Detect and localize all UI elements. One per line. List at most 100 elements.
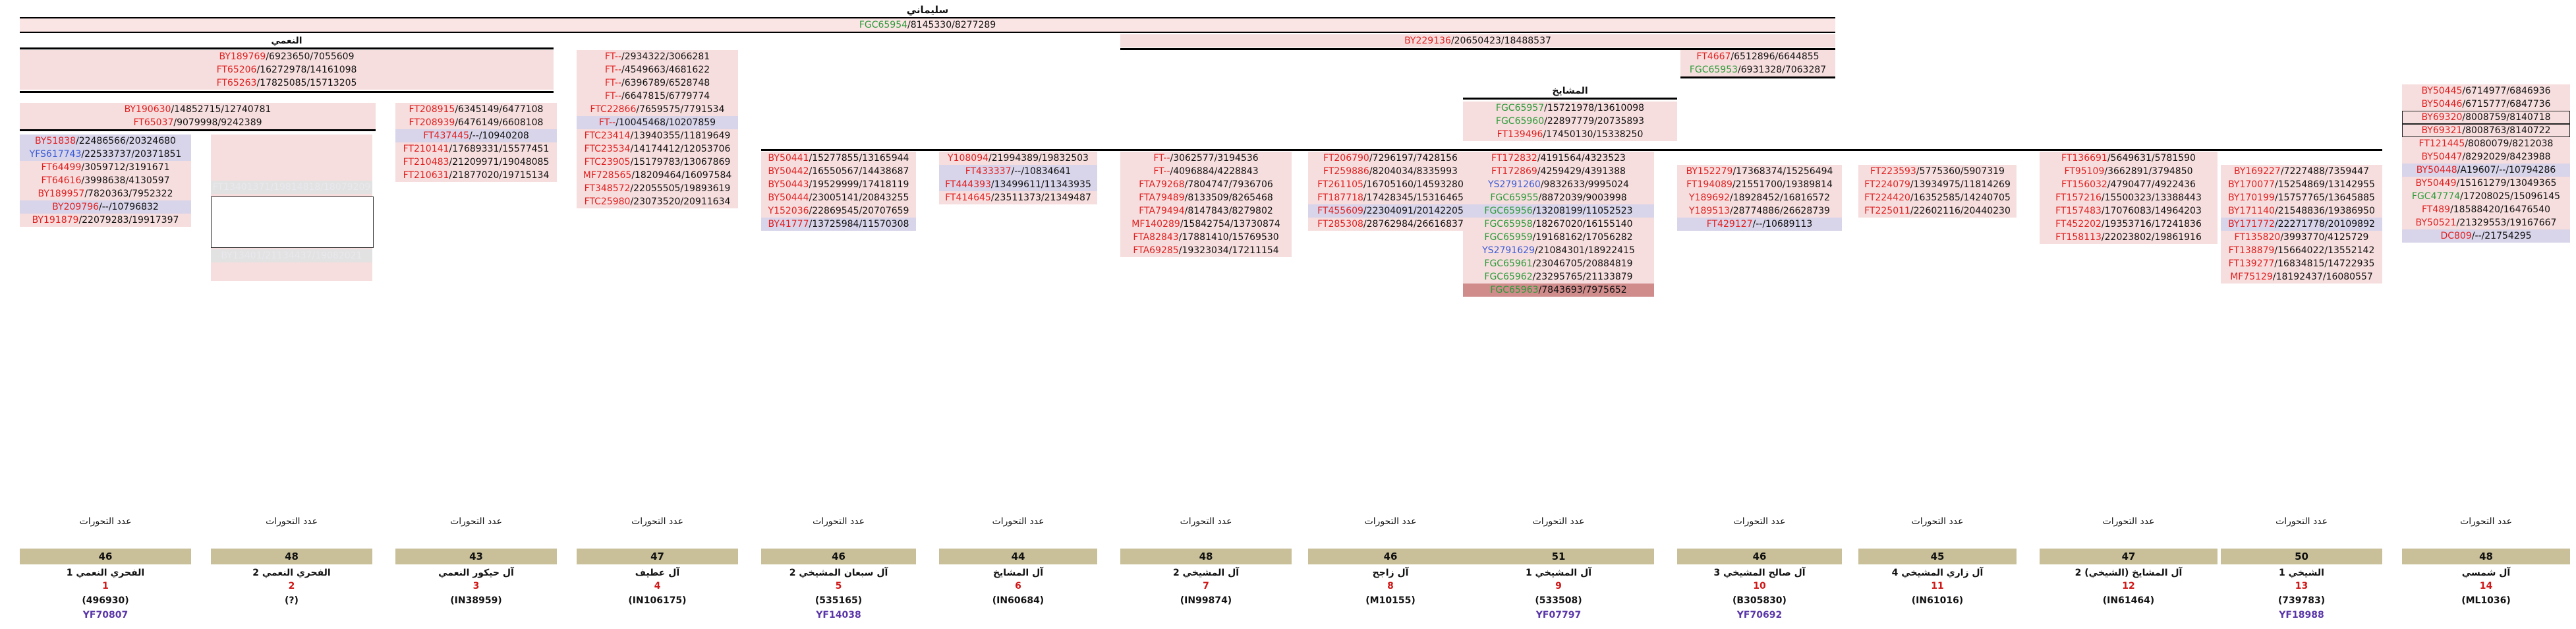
snp-positions: /23005141/20843255 — [809, 193, 909, 203]
snp-positions: /8204034/8335993 — [1369, 166, 1458, 177]
snp-positions: /13208199/11052523 — [1532, 206, 1633, 216]
snp-code: FT348572 — [584, 183, 631, 194]
snp-row: Y189513/28774886/26628739 — [1677, 204, 1842, 218]
snp-positions: /22869545/20707659 — [809, 206, 909, 216]
snp-row: FT139496/17450130/15338250 — [1463, 128, 1677, 141]
mutation-count-value: 46 — [1308, 549, 1473, 564]
snp-code: FT223593 — [1870, 166, 1916, 177]
group-number: 6 — [1015, 581, 1021, 591]
snp-code: FT139277 — [2228, 258, 2275, 269]
snp-positions: /21209971/19048085 — [449, 157, 550, 167]
snp-code: BY189957 — [38, 189, 85, 199]
snp-positions: /13940355/11819649 — [630, 131, 731, 141]
snp-row: FT135820/3993770/4125729 — [2221, 231, 2382, 244]
snp-row: FT210483/21209971/19048085 — [395, 156, 557, 169]
snp-code: Y152036 — [768, 206, 809, 216]
mutation-count-value: 46 — [1677, 549, 1842, 564]
snp-positions: /8008759/8140718 — [2462, 112, 2551, 123]
snp-row: YFS617743/22533737/20371851 — [20, 148, 191, 161]
snp-row: FT259886/8204034/8335993 — [1308, 165, 1473, 178]
snp-positions: /28774886/26628739 — [1730, 206, 1830, 216]
mutation-count-value: 46 — [20, 549, 191, 564]
group-kit-code: (M10155) — [1365, 595, 1416, 606]
snp-code: FT210631 — [403, 170, 449, 181]
snp-code: FT489 — [2421, 204, 2451, 215]
group-number: 2 — [288, 581, 295, 591]
snp-code: FTA79489 — [1139, 193, 1185, 203]
snp-code: FT65263 — [216, 78, 257, 88]
snp-row: FT--/2934322/3066281 — [577, 50, 738, 63]
mutation-count-label: عدد التحورات — [631, 516, 683, 527]
group-number: 12 — [2122, 581, 2135, 591]
snp-code: FT138879 — [2228, 245, 2275, 256]
snp-code: BY152279 — [1686, 166, 1733, 177]
snp-positions: /22023802/19861916 — [2101, 232, 2202, 243]
group-name: الفحري النعمي 2 — [252, 568, 331, 578]
snp-row: FTA79489/8133509/8265468 — [1120, 191, 1292, 204]
snp-positions: /22533737/20371851 — [81, 149, 182, 160]
snp-row: FT139277/16834815/14722935 — [2221, 257, 2382, 270]
snp-row: Y152036/22869545/20707659 — [761, 204, 916, 218]
snp-code: Y189513 — [1689, 206, 1731, 216]
snp-positions: /16272978/14161098 — [256, 65, 357, 75]
group-number: 13 — [2295, 581, 2308, 591]
group-number: 1 — [102, 581, 109, 591]
column-6: Y108094/21994389/19832503 FT433337/--/108… — [939, 152, 1097, 204]
snp-code: FTC22866 — [590, 104, 637, 115]
group-number: 4 — [654, 581, 661, 591]
snp-positions: /13934975/11814269 — [1910, 179, 2011, 190]
snp-code: YFS617743 — [29, 149, 82, 160]
snp-row: FGC65961/23046705/20884819 — [1463, 257, 1654, 270]
snp-row: BY50442/16550567/14438687 — [761, 165, 916, 178]
group-kit-code: (533508) — [1535, 595, 1582, 606]
snp-code: FT206790 — [1323, 153, 1369, 164]
snp-positions: /17825085/15713205 — [256, 78, 357, 88]
snp-code: BY41777 — [768, 219, 809, 229]
snp-positions: /7820363/7952322 — [84, 189, 173, 199]
snp-code: FGC65961 — [1484, 258, 1533, 269]
snp-row: FT206790/7296197/7428156 — [1308, 152, 1473, 165]
snp-positions: /6345149/6477108 — [455, 104, 544, 115]
snp-code: FT224079 — [1864, 179, 1910, 190]
column-1: BY51838/22486566/20324680 YFS617743/22533… — [20, 135, 191, 227]
snp-code: FT-- — [1153, 166, 1170, 177]
snp-code: FT433337 — [965, 166, 1012, 177]
snp-row: BY41777/13725984/11570308 — [761, 218, 916, 231]
snp-positions: /15842754/13730874 — [1180, 219, 1280, 229]
snp-positions: /2934322/3066281 — [621, 51, 710, 62]
root-snp-code: FGC65954 — [859, 20, 908, 30]
snp-positions: /14174412/12053706 — [630, 144, 731, 154]
snp-row: BY50445/6714977/6846936 — [2402, 84, 2570, 98]
snp-code: BY50447 — [2421, 152, 2463, 162]
snp-row: MF140289/15842754/13730874 — [1120, 218, 1292, 231]
group-snp: YF18988 — [2279, 610, 2324, 620]
snp-positions: /15757765/13645885 — [2274, 193, 2375, 203]
snp-row: YS2791260/9832633/9995024 — [1463, 178, 1654, 191]
snp-positions: /18588420/16476540 — [2450, 204, 2551, 215]
snp-row: FT414645/23511373/21349487 — [939, 191, 1097, 204]
snp-positions: /17208025/15096145 — [2460, 191, 2561, 202]
group-name: آل شمسي — [2461, 568, 2511, 578]
group-number: 11 — [1931, 581, 1944, 591]
snp-code: FT455609 — [1317, 206, 1363, 216]
snp-positions: /15161279/13049365 — [2456, 178, 2557, 189]
snp-code: FT65037 — [133, 117, 174, 128]
snp-code: FT-- — [604, 65, 622, 75]
mutation-count-value: 50 — [2221, 549, 2382, 564]
snp-positions: /--/10940208 — [469, 131, 529, 141]
snp-row: FT455609/22304091/20142205 — [1308, 204, 1473, 218]
snp-code: FT224420 — [1864, 193, 1910, 203]
snp-positions: /21551700/19389814 — [1732, 179, 1833, 190]
mutation-count-value: 46 — [761, 549, 916, 564]
snp-code: FGC65953 — [1689, 65, 1738, 75]
snp-positions: /6476149/6608108 — [455, 117, 544, 128]
snp-code: FT437445 — [423, 131, 469, 141]
snp-positions: /19353716/17241836 — [2101, 219, 2202, 229]
snp-positions: /21084301/18922415 — [1534, 245, 1635, 256]
snp-row: FT210631/21877020/19715134 — [395, 169, 557, 182]
snp-positions: /8147843/8279802 — [1184, 206, 1273, 216]
snp-row: BY152279/17368374/15256494 — [1677, 165, 1842, 178]
group-name: آل المشايخ (الشيخي) 2 — [2075, 568, 2183, 578]
group-snp: YF70692 — [1736, 610, 1783, 620]
snp-code: BY170077 — [2228, 179, 2275, 190]
